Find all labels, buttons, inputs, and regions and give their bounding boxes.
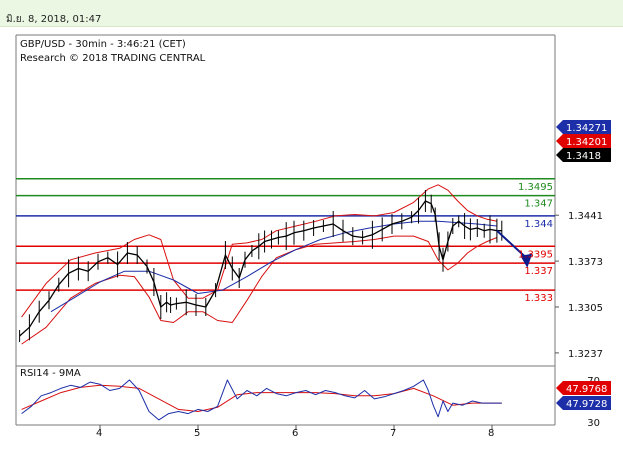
price-line xyxy=(19,200,502,337)
level-label-5: 1.333 xyxy=(524,293,553,304)
price-marker-label-0: 1.34271 xyxy=(566,123,607,134)
price-marker-2 xyxy=(556,148,611,162)
rsi-value-marker-0 xyxy=(556,381,611,395)
x-tick-label: 4 xyxy=(96,428,102,439)
x-tick-label: 5 xyxy=(194,428,200,439)
bollinger-bands xyxy=(21,184,498,345)
x-tick-label: 6 xyxy=(292,428,298,439)
level-label-4: 1.337 xyxy=(524,266,553,277)
rsi-chart-frame xyxy=(15,365,556,426)
y-tick-label: 1.3237 xyxy=(568,349,603,360)
projection-arrow xyxy=(496,229,533,268)
y-tick-label: 1.3373 xyxy=(568,257,603,268)
rsi-ma-line xyxy=(21,384,502,412)
price-chart-frame xyxy=(15,34,556,366)
support-resistance-levels xyxy=(16,178,555,291)
level-label-3: 1.3395 xyxy=(518,249,553,260)
price-series xyxy=(19,190,503,342)
chart-subtitle: Research © 2018 TRADING CENTRAL xyxy=(20,53,206,64)
price-marker-0 xyxy=(556,120,611,134)
rsi-tick-label: 30 xyxy=(587,418,600,429)
y-tick-label: 1.3305 xyxy=(568,303,603,314)
rsi-title: RSI14 - 9MA xyxy=(20,368,81,379)
rsi-value-label-1: 47.9728 xyxy=(566,399,607,410)
rsi-value-label-0: 47.9768 xyxy=(566,384,607,395)
header-bar: มิ.ย. 8, 2018, 01:47 xyxy=(0,0,623,27)
level-label-2: 1.344 xyxy=(524,219,553,230)
rsi-lines xyxy=(21,379,502,421)
level-label-0: 1.3495 xyxy=(518,182,553,193)
bollinger-upper-line xyxy=(21,184,497,318)
chart-title: GBP/USD - 30min - 3:46:21 (CET) xyxy=(20,39,186,50)
y-tick-label: 1.3441 xyxy=(568,211,603,222)
price-marker-1 xyxy=(556,134,611,148)
x-tick-label: 7 xyxy=(390,428,396,439)
bollinger-lower-line xyxy=(21,235,498,345)
projection-arrow-head xyxy=(520,253,533,268)
price-marker-label-2: 1.3418 xyxy=(566,151,601,162)
price-marker-label-1: 1.34201 xyxy=(566,137,607,148)
x-tick-label: 8 xyxy=(488,428,494,439)
level-labels: 1.3495 1.347 1.344 1.3395 1.337 1.333 1.34271 1… xyxy=(518,120,611,410)
header-date: มิ.ย. 8, 2018, 01:47 xyxy=(6,14,102,25)
rsi-line xyxy=(21,379,502,421)
rsi-value-marker-1 xyxy=(556,396,611,410)
level-label-1: 1.347 xyxy=(524,199,553,210)
projection-arrow-shaft xyxy=(496,229,527,259)
